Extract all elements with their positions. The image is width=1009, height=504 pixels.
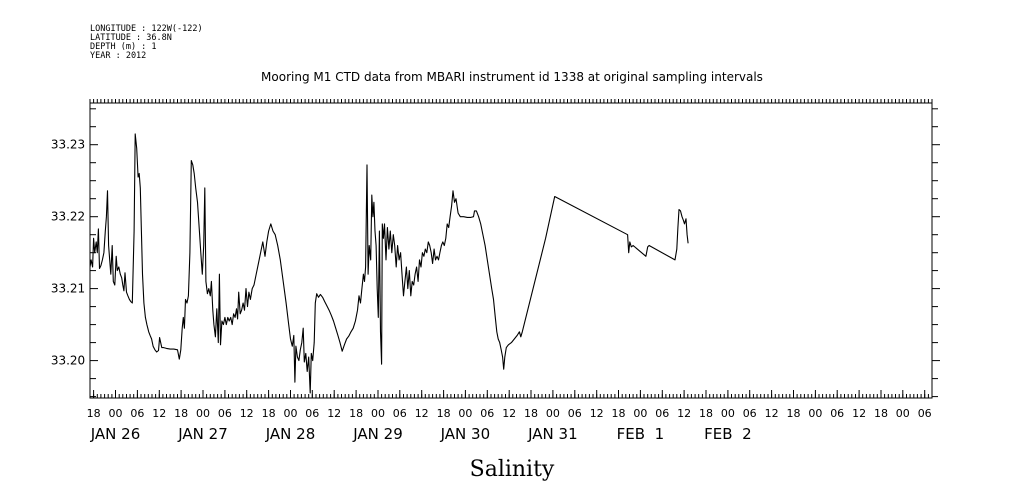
x-hour-tick-label: 00 bbox=[458, 407, 472, 420]
x-hour-tick-label: 12 bbox=[677, 407, 691, 420]
x-hour-tick-label: 00 bbox=[284, 407, 298, 420]
x-hour-tick-label: 06 bbox=[480, 407, 494, 420]
x-hour-tick-label: 12 bbox=[327, 407, 341, 420]
x-hour-tick-label: 00 bbox=[721, 407, 735, 420]
x-hour-tick-label: 12 bbox=[240, 407, 254, 420]
depth-label: DEPTH (m) : 1 bbox=[90, 42, 157, 52]
x-hour-tick-label: 12 bbox=[152, 407, 166, 420]
x-date-label: JAN 28 bbox=[265, 425, 316, 443]
header-info: LONGITUDE : 122W(-122) LATITUDE : 36.8N … bbox=[90, 24, 203, 61]
x-hour-tick-label: 00 bbox=[896, 407, 910, 420]
x-axis-label: Salinity bbox=[470, 457, 555, 482]
x-hour-tick-label: 12 bbox=[852, 407, 866, 420]
y-tick-label: 33.21 bbox=[51, 282, 85, 296]
latitude-label: LATITUDE : 36.8N bbox=[90, 33, 172, 43]
minor-ticks bbox=[89, 99, 940, 398]
x-hour-tick-label: 12 bbox=[502, 407, 516, 420]
y-tick-label: 33.22 bbox=[51, 210, 85, 224]
x-hour-tick-label: 00 bbox=[808, 407, 822, 420]
x-hour-tick-label: 06 bbox=[218, 407, 232, 420]
plot-frame bbox=[89, 102, 933, 399]
x-hour-tick-label: 12 bbox=[765, 407, 779, 420]
x-date-label: JAN 26 bbox=[90, 425, 141, 443]
y-tick-label: 33.23 bbox=[51, 138, 85, 152]
x-hour-tick-label: 00 bbox=[109, 407, 123, 420]
x-hour-tick-label: 06 bbox=[918, 407, 932, 420]
x-date-label: JAN 31 bbox=[527, 425, 578, 443]
x-hour-tick-label: 12 bbox=[415, 407, 429, 420]
x-date-label: JAN 27 bbox=[177, 425, 228, 443]
x-hour-tick-label: 06 bbox=[130, 407, 144, 420]
x-axis: 18 00 06 12 18 00 06 12 18 00 06 12 18 00 06 12 18 00 06 12… bbox=[87, 390, 932, 443]
x-hour-tick-label: 06 bbox=[305, 407, 319, 420]
x-hour-tick-label: 06 bbox=[830, 407, 844, 420]
x-hour-tick-label: 18 bbox=[349, 407, 363, 420]
x-hour-tick-label: 06 bbox=[568, 407, 582, 420]
x-hour-tick-label: 18 bbox=[437, 407, 451, 420]
y-axis: 33.20 33.21 33.22 33.23 bbox=[51, 138, 85, 368]
x-hour-tick-label: 06 bbox=[743, 407, 757, 420]
x-hour-tick-label: 00 bbox=[196, 407, 210, 420]
x-hour-tick-label: 18 bbox=[524, 407, 538, 420]
x-hour-tick-label: 18 bbox=[612, 407, 626, 420]
x-hour-tick-label: 18 bbox=[699, 407, 713, 420]
x-date-label: JAN 30 bbox=[440, 425, 491, 443]
x-hour-tick-label: 18 bbox=[787, 407, 801, 420]
x-hour-tick-label: 06 bbox=[655, 407, 669, 420]
x-hour-tick-label: 18 bbox=[174, 407, 188, 420]
longitude-label: LONGITUDE : 122W(-122) bbox=[90, 24, 203, 34]
y-tick-label: 33.20 bbox=[51, 354, 85, 368]
x-hour-tick-label: 06 bbox=[393, 407, 407, 420]
x-hour-tick-label: 00 bbox=[546, 407, 560, 420]
x-date-label: FEB 1 bbox=[617, 425, 664, 443]
x-hour-tick-label: 12 bbox=[590, 407, 604, 420]
x-hour-tick-label: 00 bbox=[371, 407, 385, 420]
x-hour-tick-label: 18 bbox=[262, 407, 276, 420]
x-hour-tick-label: 18 bbox=[874, 407, 888, 420]
x-hour-tick-label: 18 bbox=[87, 407, 101, 420]
year-label: YEAR : 2012 bbox=[90, 51, 146, 61]
x-date-label: FEB 2 bbox=[704, 425, 751, 443]
x-hour-tick-label: 00 bbox=[633, 407, 647, 420]
salinity-series-line bbox=[89, 133, 689, 394]
x-date-label: JAN 29 bbox=[352, 425, 403, 443]
chart-title: Mooring M1 CTD data from MBARI instrumen… bbox=[261, 70, 763, 84]
